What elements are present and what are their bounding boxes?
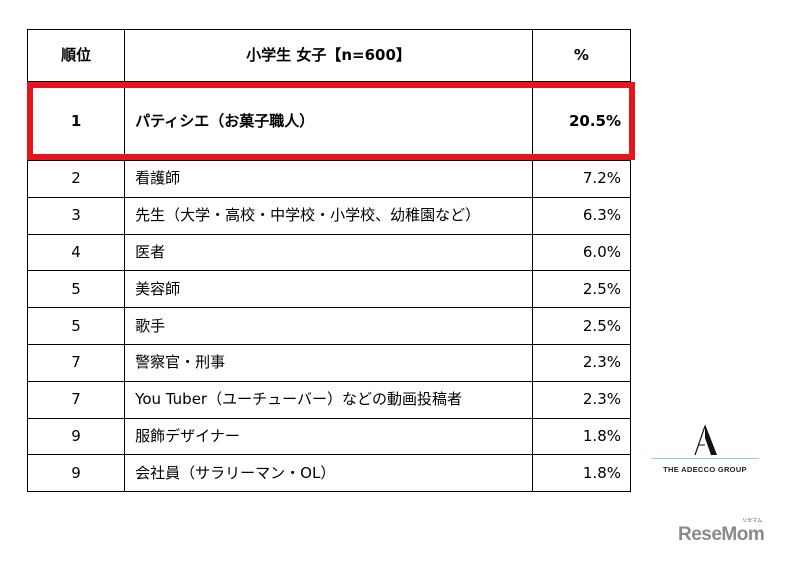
cell-job: 医者 bbox=[124, 233, 533, 272]
cell-job: 美容師 bbox=[124, 270, 533, 309]
cell-percent: 6.3% bbox=[531, 196, 632, 235]
header-rank: 順位 bbox=[26, 29, 126, 82]
cell-job: 歌手 bbox=[124, 307, 533, 345]
table-row: 9 会社員（サラリーマン・OL） 1.8% bbox=[26, 454, 632, 493]
table-row: 5 美容師 2.5% bbox=[26, 270, 632, 309]
cell-percent: 2.3% bbox=[531, 380, 632, 419]
cell-rank: 5 bbox=[26, 307, 126, 345]
cell-job: 警察官・刑事 bbox=[124, 343, 533, 382]
cell-job: You Tuber（ユーチューバー）などの動画投稿者 bbox=[124, 380, 533, 419]
resemom-logo: ReseMom リセマム bbox=[678, 518, 765, 546]
cell-percent: 6.0% bbox=[531, 233, 632, 272]
header-percent: % bbox=[531, 29, 632, 82]
cell-rank: 9 bbox=[26, 454, 126, 493]
cell-rank: 5 bbox=[26, 270, 126, 309]
table-row: 7 You Tuber（ユーチューバー）などの動画投稿者 2.3% bbox=[26, 380, 632, 419]
cell-rank: 1 bbox=[26, 81, 126, 161]
cell-rank: 7 bbox=[26, 380, 126, 419]
ranking-table: 順位 小学生 女子【n=600】 % 1 パティシエ（お菓子職人） 20.5% … bbox=[26, 29, 632, 493]
table-row: 9 服飾デザイナー 1.8% bbox=[26, 417, 632, 456]
logo-divider bbox=[651, 458, 759, 459]
table-row: 4 医者 6.0% bbox=[26, 233, 632, 272]
table-row: 3 先生（大学・高校・中学校・小学校、幼稚園など） 6.3% bbox=[26, 196, 632, 235]
adecco-group-logo: THE ADECCO GROUP bbox=[651, 424, 759, 474]
table-header-row: 順位 小学生 女子【n=600】 % bbox=[26, 29, 632, 82]
cell-percent: 1.8% bbox=[531, 417, 632, 456]
cell-percent: 2.5% bbox=[531, 270, 632, 309]
cell-job: 会社員（サラリーマン・OL） bbox=[124, 454, 533, 493]
cell-rank: 7 bbox=[26, 343, 126, 382]
cell-rank: 3 bbox=[26, 196, 126, 235]
cell-rank: 2 bbox=[26, 160, 126, 198]
cell-job: 服飾デザイナー bbox=[124, 417, 533, 456]
resemom-name: ReseMom bbox=[678, 524, 765, 545]
cell-percent: 2.5% bbox=[531, 307, 632, 345]
table-row: 2 看護師 7.2% bbox=[26, 160, 632, 198]
cell-job: 看護師 bbox=[124, 160, 533, 198]
adecco-a-logo-icon bbox=[694, 424, 717, 456]
cell-percent: 7.2% bbox=[531, 160, 632, 198]
cell-rank: 4 bbox=[26, 233, 126, 272]
resemom-kana: リセマム bbox=[742, 518, 763, 524]
cell-percent: 20.5% bbox=[531, 81, 632, 161]
cell-percent: 2.3% bbox=[531, 343, 632, 382]
table-row: 7 警察官・刑事 2.3% bbox=[26, 343, 632, 382]
cell-rank: 9 bbox=[26, 417, 126, 456]
cell-job: パティシエ（お菓子職人） bbox=[124, 81, 533, 161]
table-row-highlighted: 1 パティシエ（お菓子職人） 20.5% bbox=[26, 81, 632, 161]
table-row: 5 歌手 2.5% bbox=[26, 307, 632, 345]
cell-job: 先生（大学・高校・中学校・小学校、幼稚園など） bbox=[124, 196, 533, 235]
header-job: 小学生 女子【n=600】 bbox=[124, 29, 533, 82]
cell-percent: 1.8% bbox=[531, 454, 632, 493]
adecco-group-name: THE ADECCO GROUP bbox=[663, 465, 747, 474]
